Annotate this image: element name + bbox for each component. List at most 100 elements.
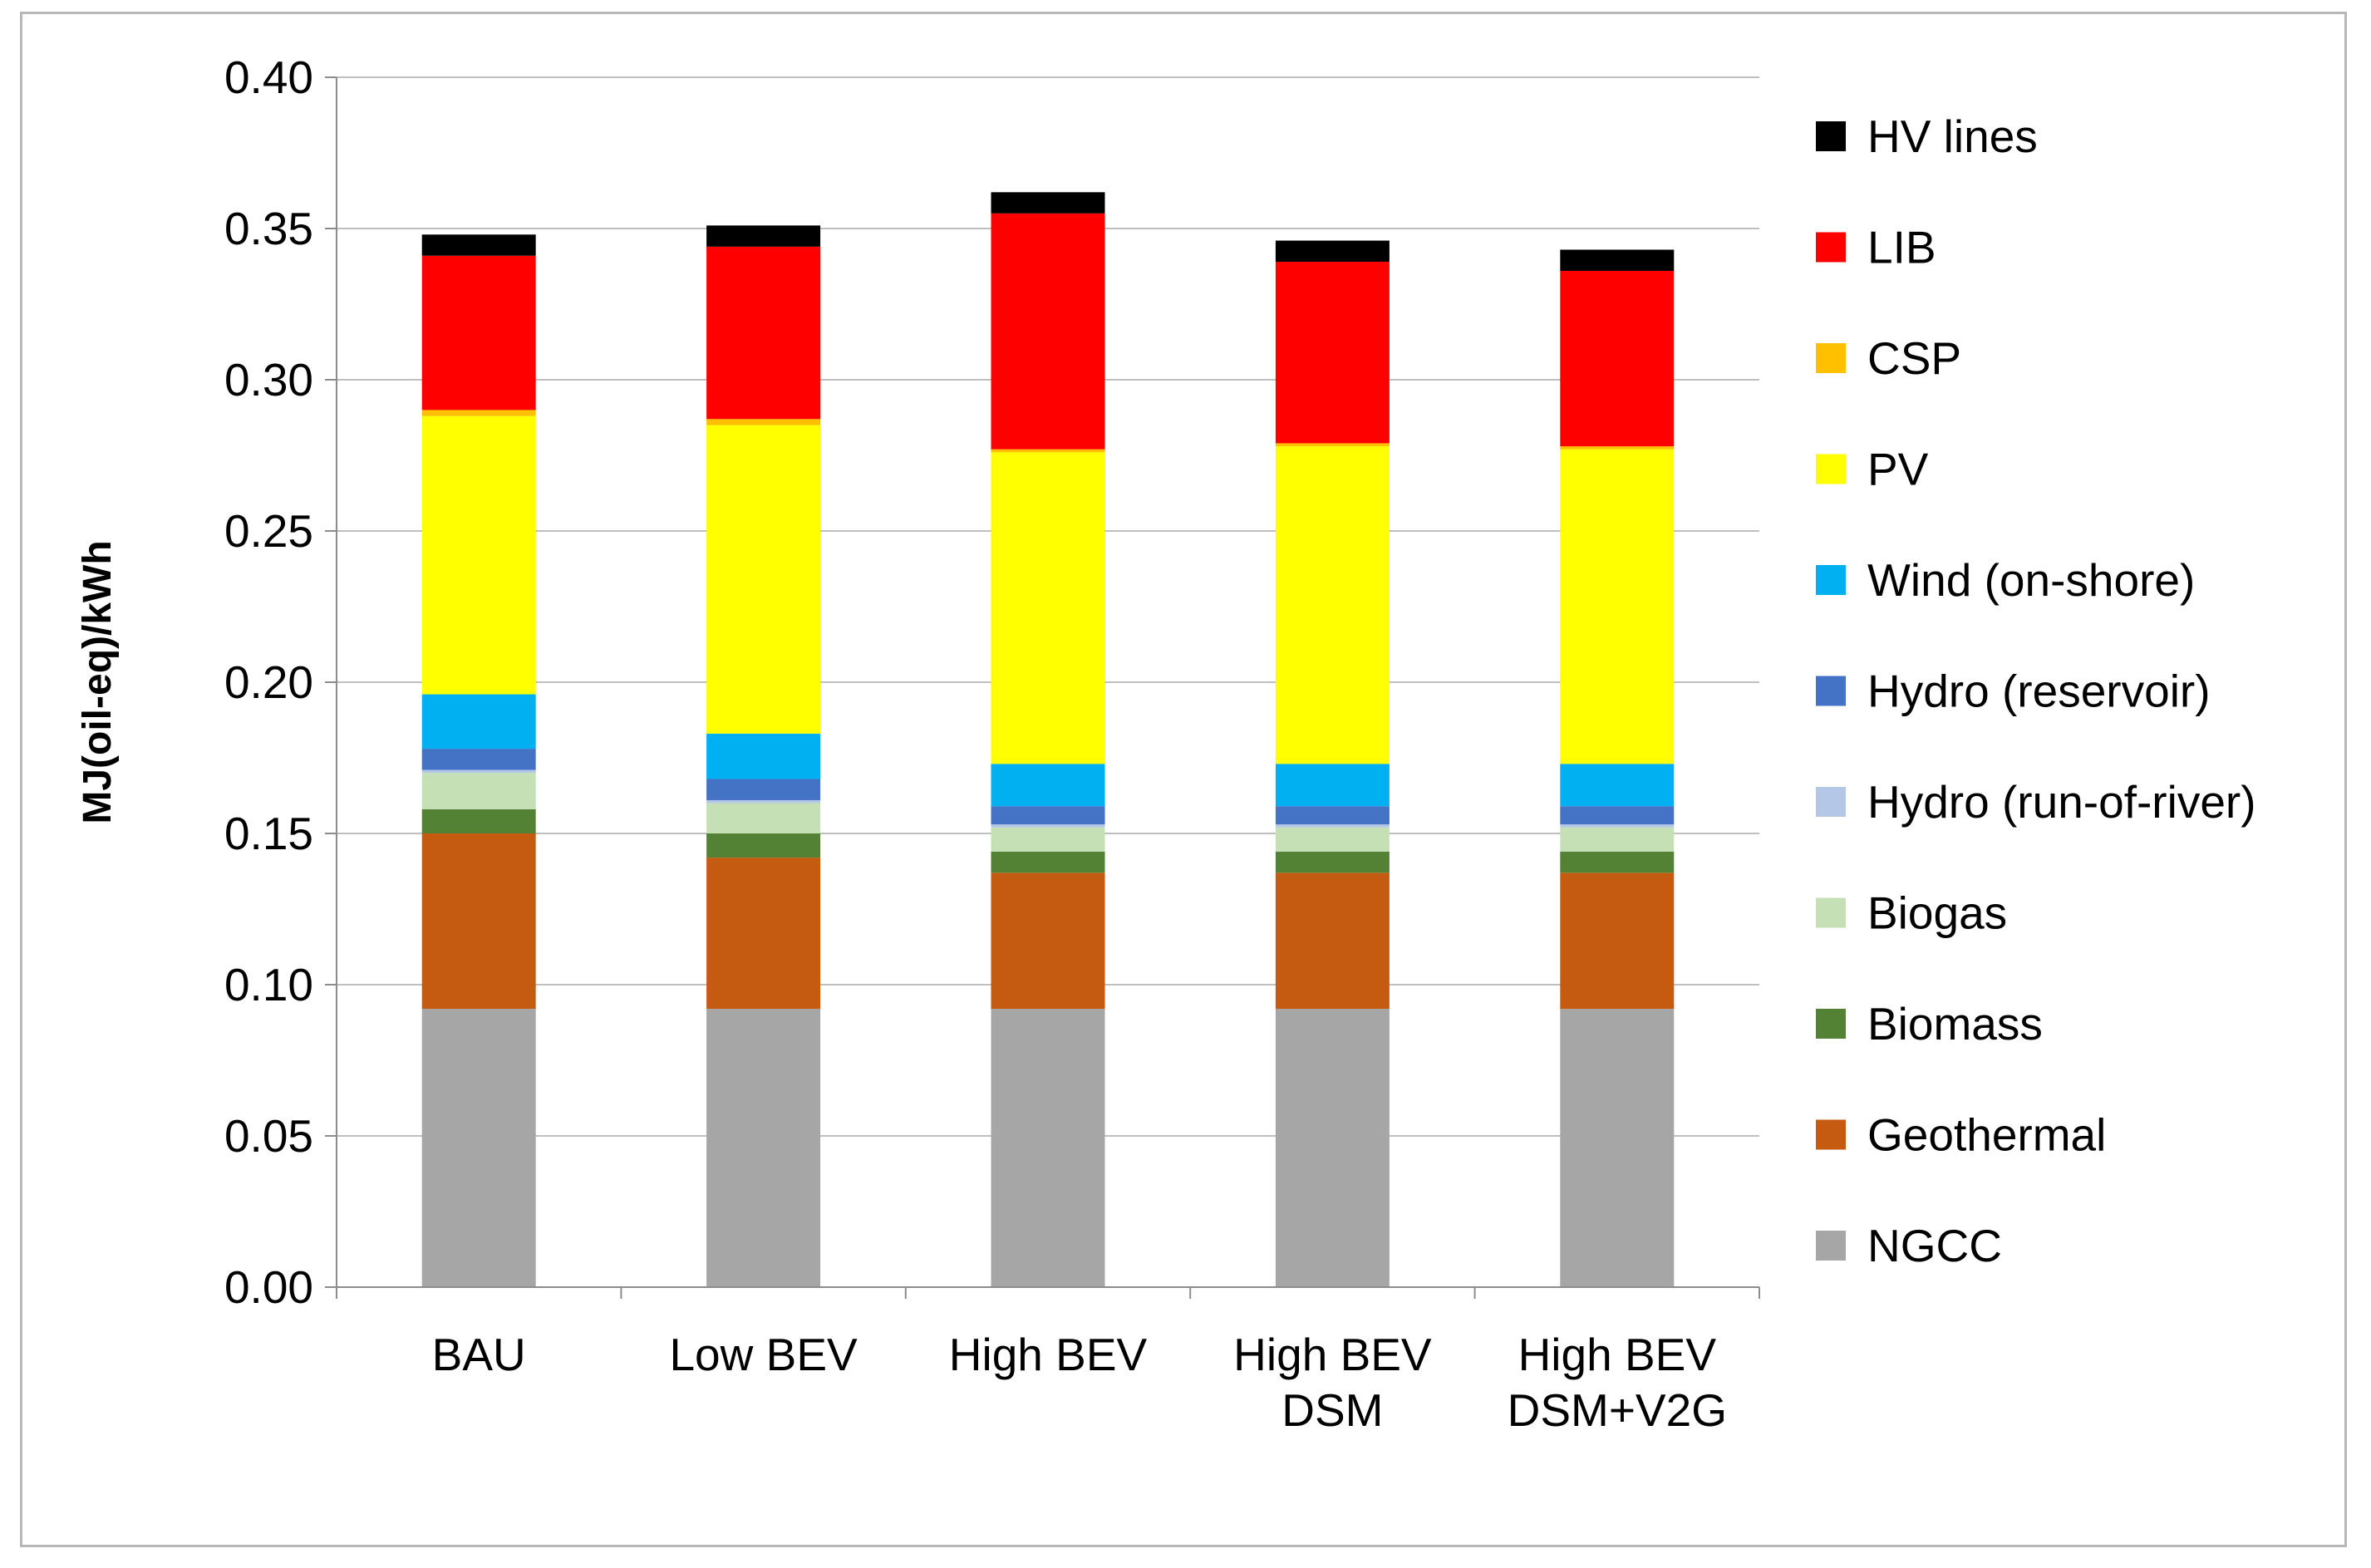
bar-segment-ngcc xyxy=(421,1009,536,1287)
bars xyxy=(421,192,1675,1287)
bar-segment-biomass xyxy=(421,809,536,833)
legend-label: LIB xyxy=(1867,222,1936,273)
bar-segment-wind-on-shore xyxy=(706,733,821,779)
y-tick-label: 0.00 xyxy=(224,1261,313,1313)
bar-segment-pv xyxy=(706,425,821,734)
bar-segment-pv xyxy=(421,415,536,695)
bar-segment-geothermal xyxy=(1275,872,1390,1010)
legend-swatch xyxy=(1816,1009,1846,1039)
bar-segment-hydro-run-of-river xyxy=(1275,824,1390,828)
legend-label: Hydro (run-of-river) xyxy=(1867,776,2256,828)
bar-segment-csp xyxy=(1275,443,1390,447)
y-tick-label: 0.05 xyxy=(224,1110,313,1162)
bar-segment-hydro-reservoir xyxy=(1560,806,1675,825)
x-category-label: DSM xyxy=(1281,1384,1383,1436)
bar-segment-wind-on-shore xyxy=(1560,764,1675,807)
bar-segment-csp xyxy=(1560,446,1675,450)
legend-swatch xyxy=(1816,1231,1846,1261)
bar-segment-csp xyxy=(706,419,821,425)
bar-segment-lib xyxy=(1560,270,1675,447)
bar-segment-biogas xyxy=(991,827,1105,852)
bar-segment-biomass xyxy=(991,851,1105,873)
bar-segment-hv-lines xyxy=(1560,249,1675,271)
bar-segment-hydro-reservoir xyxy=(706,779,821,800)
bar-segment-geothermal xyxy=(706,858,821,1010)
bar-segment-csp xyxy=(421,410,536,416)
bar-segment-ngcc xyxy=(1275,1009,1390,1287)
bar-segment-hydro-reservoir xyxy=(421,749,536,770)
bar-segment-hv-lines xyxy=(421,234,536,256)
bar-segment-ngcc xyxy=(991,1009,1105,1287)
bar-segment-geothermal xyxy=(1560,872,1675,1010)
bar-segment-hv-lines xyxy=(706,225,821,247)
bar-segment-biogas xyxy=(1275,827,1390,852)
bar-segment-hydro-run-of-river xyxy=(421,769,536,774)
legend-swatch xyxy=(1816,565,1846,595)
legend-label: CSP xyxy=(1867,332,1961,384)
stacked-bar-chart: 0.00 0.05 0.10 0.15 0.20 0.25 0.30 0.35 0.40 BAU… xyxy=(76,52,2256,1436)
bar-segment-hydro-reservoir xyxy=(991,806,1105,825)
y-axis-title: MJ(oil-eq)/kWh xyxy=(76,540,120,823)
bar-segment-biogas xyxy=(421,773,536,809)
y-tick-label: 0.25 xyxy=(224,505,313,557)
legend-swatch xyxy=(1816,343,1846,373)
bar-segment-lib xyxy=(421,255,536,410)
bar-segment-hydro-run-of-river xyxy=(706,799,821,804)
bar-segment-lib xyxy=(706,246,821,420)
x-category-label: High BEV xyxy=(949,1329,1148,1380)
legend-label: PV xyxy=(1867,444,1929,495)
x-category-label: Low BEV xyxy=(669,1329,858,1380)
legend-swatch xyxy=(1816,121,1846,151)
bar-segment-hydro-run-of-river xyxy=(991,824,1105,828)
bar-segment-hv-lines xyxy=(991,192,1105,214)
x-category-label: High BEV xyxy=(1233,1329,1432,1380)
bar-segment-geothermal xyxy=(421,833,536,1010)
legend-swatch xyxy=(1816,232,1846,263)
x-category-label: DSM+V2G xyxy=(1508,1384,1727,1436)
x-category-label: High BEV xyxy=(1518,1329,1717,1380)
bar-segment-wind-on-shore xyxy=(991,764,1105,807)
y-tick-labels: 0.00 0.05 0.10 0.15 0.20 0.25 0.30 0.35 0.40 xyxy=(224,52,313,1313)
bar-segment-lib xyxy=(1275,262,1390,444)
legend-swatch xyxy=(1816,787,1846,817)
y-tick-label: 0.30 xyxy=(224,354,313,406)
bar-segment-biomass xyxy=(706,833,821,858)
legend: HV lines LIB CSP PV Wind (on-shore) Hydro (re… xyxy=(1816,111,2256,1271)
bar-segment-geothermal xyxy=(991,872,1105,1010)
legend-label: NGCC xyxy=(1867,1220,2002,1271)
bar-segment-hv-lines xyxy=(1275,240,1390,263)
legend-swatch xyxy=(1816,454,1846,484)
bar-segment-ngcc xyxy=(706,1009,821,1287)
y-tick-label: 0.35 xyxy=(224,203,313,254)
bar-segment-lib xyxy=(991,213,1105,450)
legend-swatch xyxy=(1816,897,1846,928)
x-category-label: BAU xyxy=(432,1329,526,1380)
legend-label: Biogas xyxy=(1867,887,2007,939)
legend-label: Geothermal xyxy=(1867,1109,2106,1161)
bar-segment-biogas xyxy=(1560,827,1675,852)
y-tick-label: 0.15 xyxy=(224,808,313,859)
bar-segment-wind-on-shore xyxy=(421,694,536,750)
bar-segment-ngcc xyxy=(1560,1009,1675,1287)
legend-label: Hydro (reservoir) xyxy=(1867,666,2211,717)
bar-segment-pv xyxy=(1560,449,1675,764)
legend-label: Wind (on-shore) xyxy=(1867,554,2195,606)
bar-segment-hydro-reservoir xyxy=(1275,806,1390,825)
chart-frame: 0.00 0.05 0.10 0.15 0.20 0.25 0.30 0.35 0.40 BAU… xyxy=(20,12,2347,1547)
axes xyxy=(336,77,1760,1299)
legend-swatch xyxy=(1816,1119,1846,1150)
bar-segment-csp xyxy=(991,449,1105,453)
bar-segment-biomass xyxy=(1275,851,1390,873)
bar-segment-biogas xyxy=(706,803,821,833)
bar-segment-wind-on-shore xyxy=(1275,764,1390,807)
bar-segment-pv xyxy=(991,452,1105,764)
y-tick-label: 0.20 xyxy=(224,656,313,708)
bar-segment-pv xyxy=(1275,446,1390,764)
legend-label: HV lines xyxy=(1867,111,2038,162)
bar-segment-biomass xyxy=(1560,851,1675,873)
y-tick-label: 0.10 xyxy=(224,959,313,1010)
y-tick-label: 0.40 xyxy=(224,52,313,103)
legend-swatch xyxy=(1816,676,1846,706)
bar-segment-hydro-run-of-river xyxy=(1560,824,1675,828)
